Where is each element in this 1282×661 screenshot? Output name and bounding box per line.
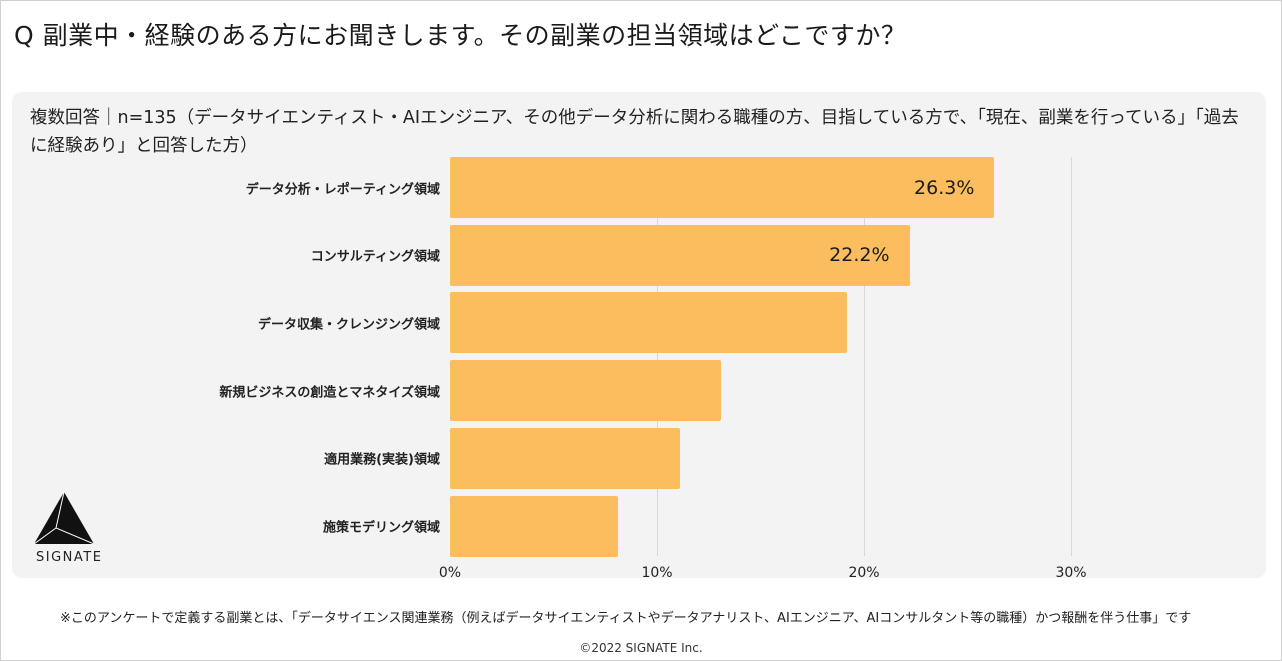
data-label: 22.2% [829, 244, 890, 267]
data-label: 26.3% [914, 176, 975, 199]
category-label: 新規ビジネスの創造とマネタイズ領域 [219, 385, 440, 401]
x-tick-label: 0% [438, 565, 462, 581]
gridline [657, 157, 658, 556]
category-label: コンサルティング領域 [310, 249, 440, 265]
category-label: データ収集・クレンジング領域 [257, 317, 440, 333]
category-label: 適用業務(実装)領域 [324, 452, 440, 468]
chart-subtitle: 複数回答｜n=135（データサイエンティスト・AIエンジニア、その他データ分析に… [30, 108, 1239, 156]
x-tick-label: 30% [1055, 565, 1087, 581]
x-tick-label: 10% [641, 565, 673, 581]
signate-logo: SIGNATE [33, 491, 103, 565]
category-label: データ分析・レポーティング領域 [245, 182, 440, 197]
gridline [864, 157, 865, 556]
bar [450, 157, 995, 218]
signate-logo-icon [33, 491, 95, 545]
copyright: ©2022 SIGNATE Inc. [579, 641, 703, 655]
bar [450, 427, 680, 489]
bar [450, 495, 618, 557]
footnote: ※このアンケートで定義する副業とは、「データサイエンス関連業務（例えばデータサイ… [60, 611, 1192, 626]
bar [450, 360, 722, 422]
category-label: 施策モデリング領域 [322, 520, 440, 536]
gridline [1071, 157, 1072, 556]
x-tick-label: 20% [848, 565, 880, 581]
page-title: Q 副業中・経験のある方にお聞きします。その副業の担当領域はどこですか？ [14, 21, 907, 50]
bar [450, 224, 910, 286]
logo-text: SIGNATE [36, 550, 103, 565]
bar [450, 292, 848, 354]
